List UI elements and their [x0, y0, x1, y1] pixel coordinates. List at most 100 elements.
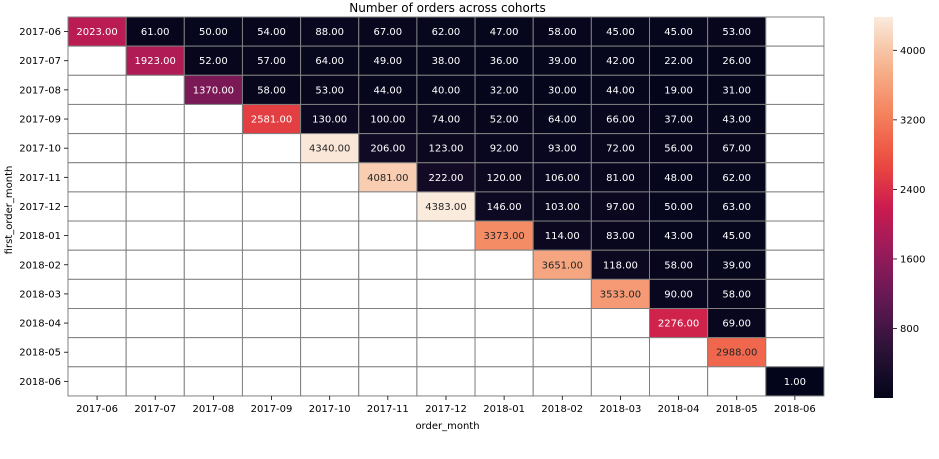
- cell-value-label: 64.00: [548, 115, 577, 126]
- heatmap-cell: [300, 220, 360, 251]
- heatmap-cell: [67, 191, 127, 222]
- x-tick-label: 2017-10: [309, 404, 351, 415]
- cell-value-label: 67.00: [722, 144, 751, 155]
- heatmap-cell: [67, 366, 127, 397]
- y-tick-label: 2017-12: [19, 202, 61, 213]
- heatmap-cell: [183, 191, 243, 222]
- cell-value-label: 93.00: [548, 144, 577, 155]
- chart-title: Number of orders across cohorts: [349, 1, 546, 15]
- cell-value-label: 74.00: [432, 115, 461, 126]
- colorbar-tick-label: 3200: [900, 115, 925, 126]
- heatmap-cell: [649, 220, 709, 251]
- cell-value-label: 146.00: [487, 202, 522, 213]
- cell-value-label: 58.00: [548, 27, 577, 38]
- heatmap-cell: [707, 16, 767, 47]
- heatmap-cell: [300, 249, 360, 280]
- x-tick-label: 2018-03: [600, 404, 642, 415]
- heatmap-cell: [67, 249, 127, 280]
- cell-value-label: 52.00: [199, 56, 228, 67]
- x-tick-label: 2017-06: [76, 404, 118, 415]
- x-tick-label: 2018-04: [658, 404, 700, 415]
- cell-value-label: 52.00: [490, 115, 519, 126]
- cell-value-label: 43.00: [722, 115, 751, 126]
- y-tick-label: 2018-06: [19, 377, 61, 388]
- cell-value-label: 1.00: [784, 377, 806, 388]
- x-tick-label: 2017-11: [367, 404, 409, 415]
- heatmap-cell: [765, 45, 825, 76]
- cell-value-label: 50.00: [664, 202, 693, 213]
- heatmap-cell: [590, 366, 650, 397]
- cell-value-label: 54.00: [257, 27, 286, 38]
- heatmap-cell: [358, 337, 418, 368]
- x-axis-label: order_month: [415, 421, 479, 432]
- x-tick-label: 2017-09: [251, 404, 293, 415]
- cell-value-label: 42.00: [606, 56, 635, 67]
- y-tick-label: 2018-04: [19, 319, 61, 330]
- cell-value-label: 31.00: [722, 85, 751, 96]
- heatmap-cell: [67, 278, 127, 310]
- cell-value-label: 114.00: [545, 231, 580, 242]
- heatmap-cell: [474, 16, 534, 47]
- heatmap-cell: [358, 45, 418, 76]
- heatmap-cell: [765, 308, 825, 339]
- heatmap-cell: [67, 133, 127, 164]
- heatmap-cell: [474, 45, 534, 76]
- cell-value-label: 72.00: [606, 144, 635, 155]
- colorbar-tick-label: 1600: [900, 254, 925, 265]
- cell-value-label: 1370.00: [193, 85, 234, 96]
- heatmap-cell: [358, 162, 418, 193]
- heatmap-cell: [474, 220, 534, 251]
- y-tick-label: 2017-09: [19, 115, 61, 126]
- heatmap-cell: [532, 162, 592, 193]
- heatmap-cell: [241, 133, 302, 164]
- heatmap-cell: [416, 249, 476, 280]
- heatmap-cell: [532, 366, 592, 397]
- heatmap-cell: [416, 278, 476, 310]
- cell-value-label: 4383.00: [425, 202, 466, 213]
- heatmap-cell: [590, 133, 650, 164]
- heatmap-cell: [590, 16, 650, 47]
- cell-value-label: 90.00: [664, 289, 693, 300]
- heatmap-cell: [707, 278, 767, 310]
- cell-value-label: 58.00: [257, 85, 286, 96]
- cell-value-label: 92.00: [490, 144, 519, 155]
- heatmap-cell: [241, 191, 302, 222]
- x-tick-label: 2018-02: [541, 404, 583, 415]
- heatmap-cell: [707, 45, 767, 76]
- colorbar-tick-label: 800: [900, 324, 919, 335]
- heatmap-cell: [590, 308, 650, 339]
- heatmap-cell: [241, 220, 302, 251]
- cell-value-label: 1923.00: [135, 56, 176, 67]
- heatmap-cell: [183, 308, 243, 339]
- heatmap-cell: [125, 16, 185, 47]
- cell-value-label: 4340.00: [309, 144, 350, 155]
- cell-value-label: 43.00: [664, 231, 693, 242]
- colorbar: 800 1600 2400 3200 4000: [874, 17, 925, 398]
- cell-value-label: 36.00: [490, 56, 519, 67]
- heatmap-cell: [183, 162, 243, 193]
- heatmap-cell: [300, 337, 360, 368]
- cell-value-label: 45.00: [664, 27, 693, 38]
- heatmap-cell: [590, 103, 650, 135]
- cell-value-label: 38.00: [432, 56, 461, 67]
- x-tick-label: 2017-08: [192, 404, 234, 415]
- cell-value-label: 118.00: [603, 260, 638, 271]
- heatmap-cell: [125, 249, 185, 280]
- heatmap-cell: [590, 249, 650, 280]
- heatmap-cell: [125, 366, 185, 397]
- heatmap-cell: [416, 45, 476, 76]
- heatmap-cell: [707, 308, 767, 339]
- heatmap-cell: [649, 133, 709, 164]
- cell-value-label: 62.00: [432, 27, 461, 38]
- y-tick-label: 2018-03: [19, 289, 61, 300]
- heatmap-cells: 2023.00 61.00 50.00 54.00 88.00 67.00 62.00 47.…: [67, 16, 825, 397]
- cell-value-label: 123.00: [428, 144, 463, 155]
- x-tick-label: 2018-05: [716, 404, 758, 415]
- x-tick-label: 2017-12: [425, 404, 467, 415]
- y-tick-label: 2018-01: [19, 231, 61, 242]
- heatmap-cell: [300, 45, 360, 76]
- heatmap-cell: [590, 191, 650, 222]
- cell-value-label: 22.00: [664, 56, 693, 67]
- cell-value-label: 30.00: [548, 85, 577, 96]
- cell-value-label: 53.00: [722, 27, 751, 38]
